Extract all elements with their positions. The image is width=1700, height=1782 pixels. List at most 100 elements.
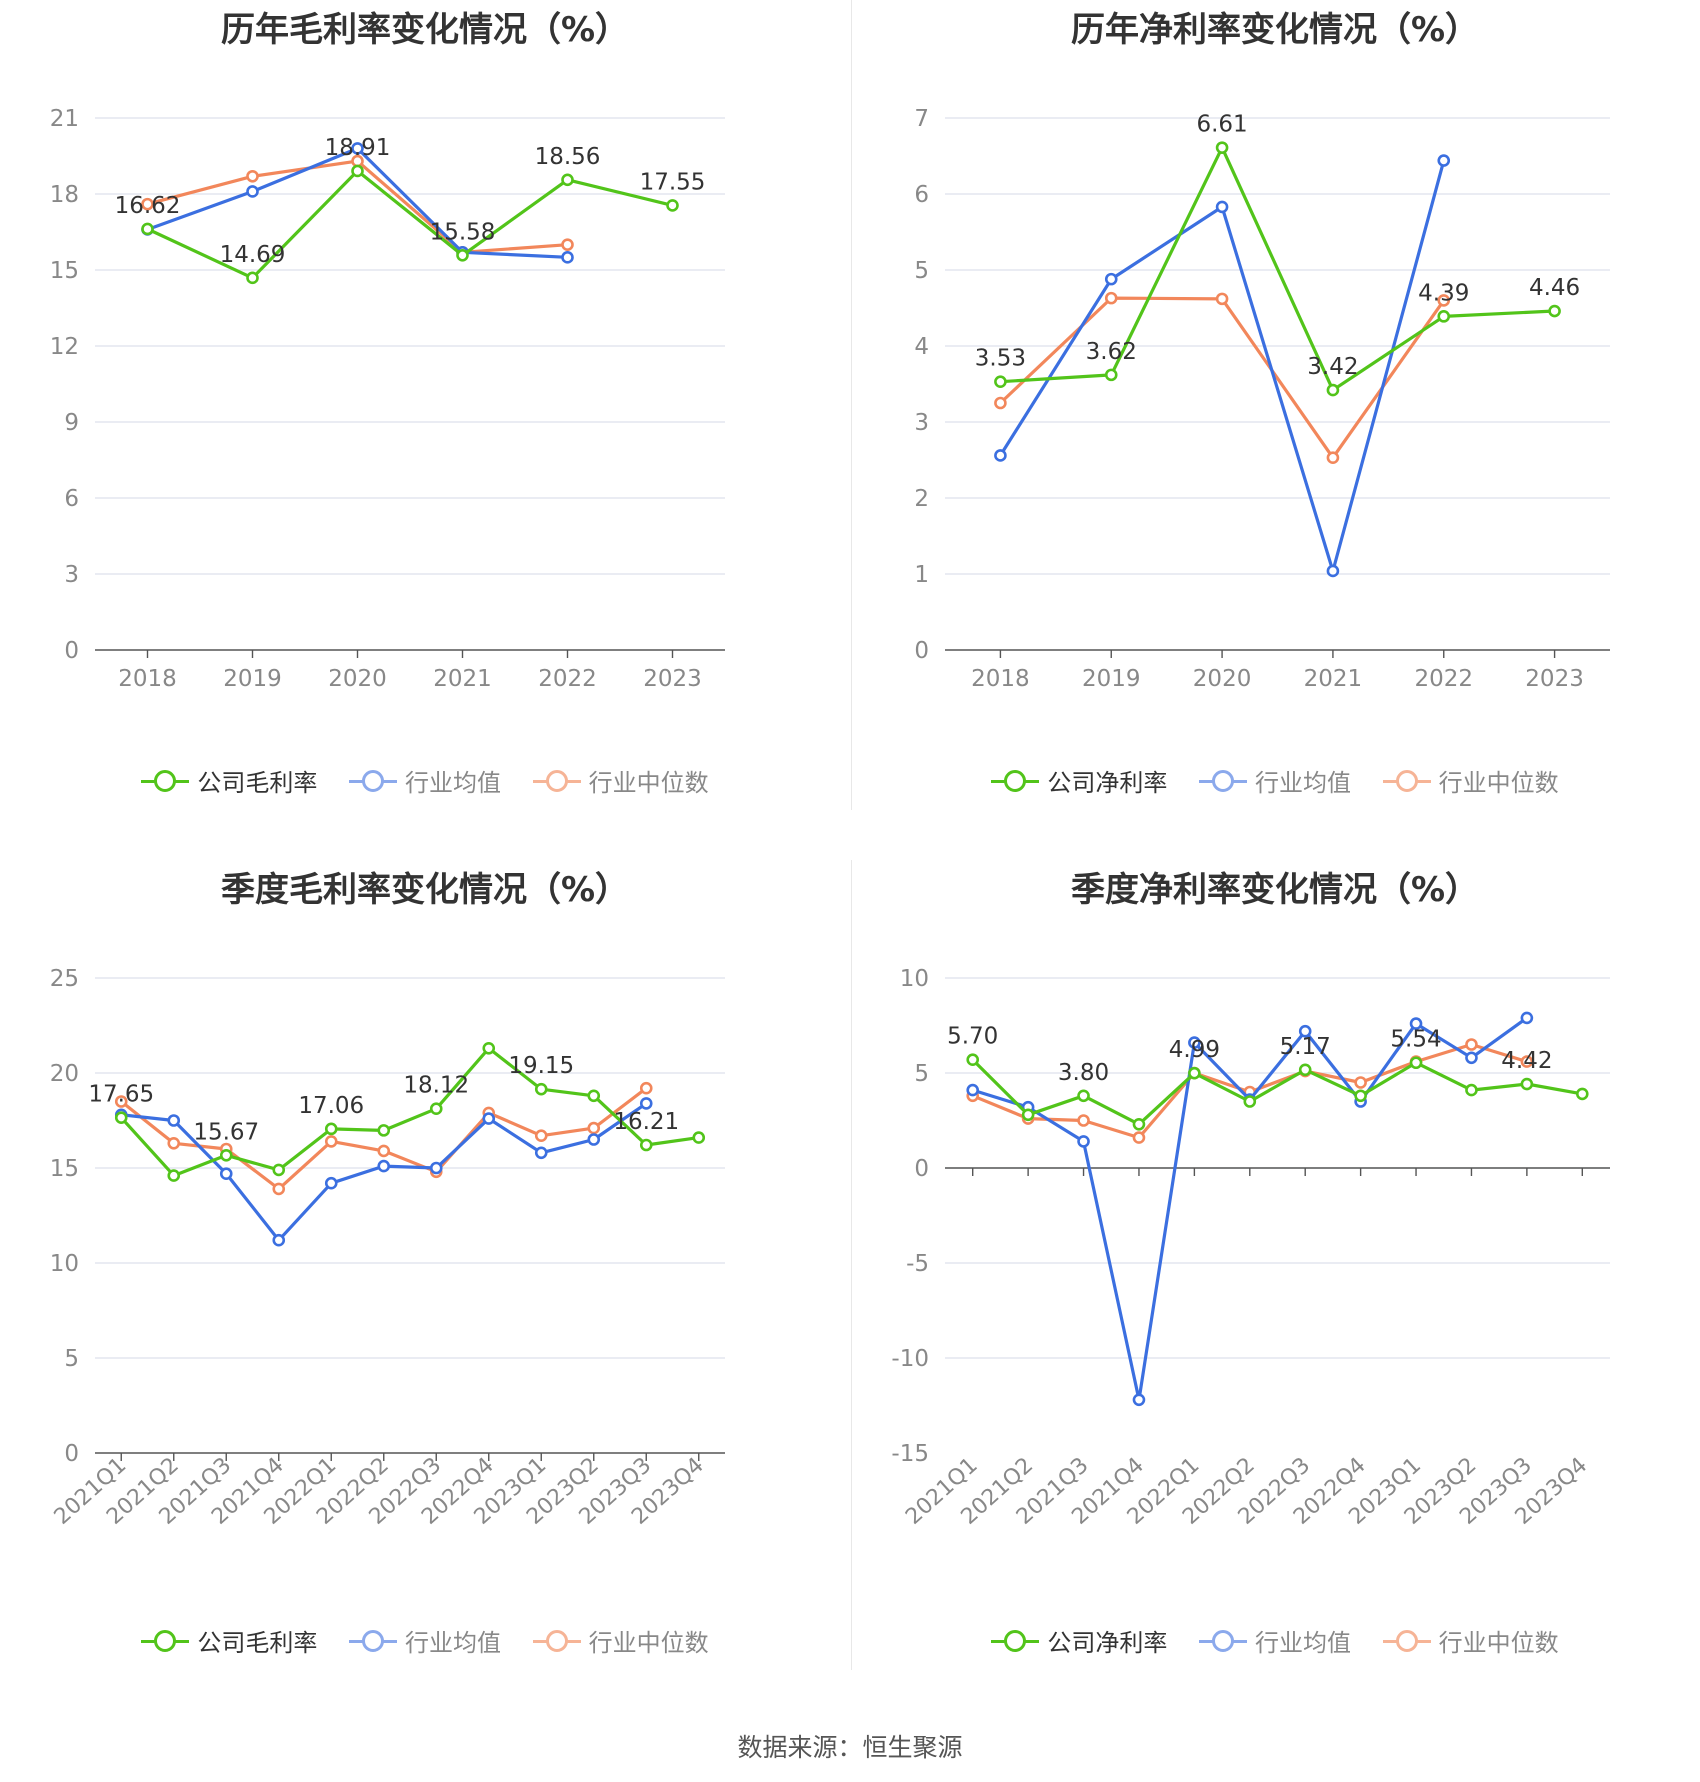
legend-swatch [532,1629,581,1652]
chart-panel-quarterly-gross: 季度毛利率变化情况（%） 0 5 10 15 20 25 2021Q1 2021Q2 2021Q… [0,860,850,1720]
data-point-company [1409,1056,1423,1070]
y-tick-label: 6 [64,486,79,512]
vertical-divider-top [851,0,852,810]
legend-item-company[interactable]: 公司毛利率 [141,763,317,798]
data-point-company [456,249,469,262]
legend: 公司净利率 行业均值 行业中位数 [850,1623,1700,1658]
data-point-avg [966,1083,980,1097]
legend-item-median[interactable]: 行业中位数 [532,763,709,798]
data-point-median [1437,294,1451,307]
data-point-company [1354,1089,1367,1103]
legend-swatch [141,1629,190,1652]
data-point-company [561,173,574,187]
data-point-company [534,1082,548,1096]
data-point-company [666,199,679,212]
data-point-company [692,1131,706,1144]
legend-swatch [1382,769,1431,792]
data-point-avg [1437,154,1451,167]
y-tick-label: 2 [914,486,929,512]
data-point-avg [1520,1011,1534,1025]
chart-svg: 05101520252021Q12021Q22021Q32021Q42022Q1… [50,966,725,1530]
legend-swatch [141,769,190,792]
legend-item-company[interactable]: 公司净利率 [991,1623,1167,1658]
y-tick-label: 9 [64,410,79,436]
data-point-company [994,375,1007,389]
legend-label: 公司净利率 [1047,769,1168,797]
legend-label: 行业均值 [1255,1629,1351,1657]
data-label: 15.58 [430,219,496,245]
y-tick-label: 5 [914,1061,929,1087]
chart-title: 历年净利率变化情况（%） [1070,10,1480,50]
chart-svg: 0 3 6 9 12 15 18 21 2018 2019 2020 2021 2022 2023 16.6… [50,106,725,692]
data-point-company [324,1122,338,1136]
data-point-company [587,1089,601,1103]
data-point-company [1104,368,1118,382]
legend-swatch [1199,769,1247,792]
data-point-avg [429,1161,443,1175]
legend-item-median[interactable]: 行业中位数 [1382,763,1559,798]
legend-item-company[interactable]: 公司毛利率 [141,1623,317,1658]
data-point-avg [561,251,574,264]
chart-panel-annual-net: 历年净利率变化情况（%） 0 1 2 3 4 5 6 7 2018 2019 2020 2021 202… [850,0,1700,860]
legend-label: 行业均值 [405,769,501,797]
data-point-avg [1188,1036,1201,1049]
x-tick-label: 2020 [328,666,387,692]
legend-item-company[interactable]: 公司净利率 [991,763,1167,798]
y-tick-label: 18 [50,182,79,208]
data-point-median [1520,1055,1534,1068]
data-point-company [1298,1063,1312,1077]
data-point-company [1243,1095,1257,1108]
data-point-avg [1215,200,1229,214]
y-tick-label: 5 [64,1346,79,1372]
legend-item-avg[interactable]: 行业均值 [349,763,501,798]
y-tick-label: 0 [64,638,79,664]
legend-swatch [349,1629,397,1652]
data-label: 18.56 [535,144,601,170]
legend-item-median[interactable]: 行业中位数 [1382,1623,1559,1658]
y-tick-label: 25 [50,966,79,992]
legend-label: 行业均值 [1255,769,1351,797]
data-point-company [1077,1089,1090,1103]
data-point-company [1021,1108,1035,1122]
legend: 公司净利率 行业均值 行业中位数 [850,763,1700,798]
x-tick-label: 2023 [1525,666,1584,692]
data-point-company [1437,310,1451,323]
data-label: 19.15 [508,1053,574,1079]
data-point-avg [246,185,259,198]
legend-item-avg[interactable]: 行业均值 [1199,763,1351,798]
data-point-company [1575,1087,1589,1101]
series-line-company [1000,146,1555,392]
legend-item-avg[interactable]: 行业均值 [1199,1623,1351,1658]
data-point-company [351,164,364,178]
legend-swatch [991,1629,1040,1652]
data-point-avg [1409,1017,1423,1030]
data-point-avg [994,449,1007,462]
data-point-median [1354,1076,1367,1089]
x-tick-label: 2023 [643,666,702,692]
data-point-median [639,1081,653,1095]
y-tick-label: 0 [64,1441,79,1467]
data-point-median [167,1136,181,1150]
data-point-avg [324,1176,338,1190]
data-label: 6.61 [1196,112,1247,138]
y-tick-label: 21 [50,106,79,132]
data-point-company [246,271,259,285]
data-label: 3.62 [1086,339,1137,365]
y-tick-label: 4 [914,334,929,360]
x-tick-label: 2022 [538,666,597,692]
data-label: 17.65 [88,1082,154,1108]
data-point-avg [1298,1024,1312,1038]
legend-swatch [1382,1629,1431,1652]
data-point-avg [1104,272,1118,286]
data-label: 17.55 [640,169,706,195]
data-label: 18.12 [403,1073,469,1099]
legend-item-avg[interactable]: 行业均值 [349,1623,501,1658]
data-point-median [1104,291,1118,305]
y-tick-label: 0 [914,1156,929,1182]
data-point-company [1326,383,1340,397]
data-point-avg [1326,564,1340,578]
legend-item-median[interactable]: 行业中位数 [532,1623,709,1658]
data-point-median [1326,451,1340,465]
data-point-median [1215,292,1229,306]
series-line-company [146,169,673,280]
